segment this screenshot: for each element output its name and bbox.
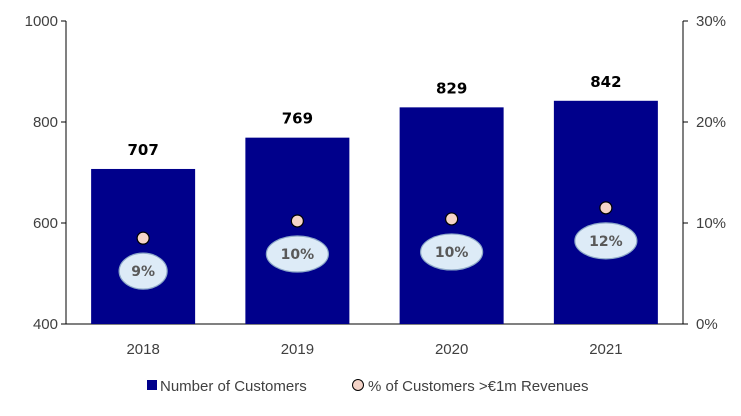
bars: 707 769 829 842 (91, 73, 658, 324)
pct-marker (136, 231, 150, 245)
legend-label-pct: % of Customers >€1m Revenues (368, 378, 589, 395)
bar-value-label: 829 (436, 79, 467, 97)
legend-swatch-pct (352, 379, 364, 391)
pct-value-label: 12% (589, 234, 623, 250)
pct-markers: 9% 10% 10% 12% (118, 201, 638, 290)
pct-value-label: 10% (435, 245, 469, 261)
x-tick-label: 2020 (435, 341, 468, 358)
bar-value-label: 707 (127, 141, 158, 159)
axes: 400 600 800 1000 0% 10% 20% 30% 2018 2019 2020 2021 (25, 13, 726, 358)
pct-marker (290, 214, 304, 228)
legend-swatch-customers (147, 380, 157, 390)
x-tick-label: 2019 (281, 341, 314, 358)
left-tick-label: 600 (33, 215, 58, 232)
pct-marker (445, 212, 459, 226)
pct-label-bubble (118, 252, 168, 290)
right-tick-label: 30% (696, 13, 726, 30)
pct-label-bubble (265, 235, 329, 273)
bar (91, 168, 196, 324)
x-tick-label: 2018 (126, 341, 159, 358)
pct-marker (599, 201, 613, 215)
right-tick-label: 10% (696, 215, 726, 232)
left-tick-label: 1000 (25, 13, 58, 30)
bar (245, 137, 350, 324)
bar-value-label: 769 (282, 110, 313, 128)
x-tick-label: 2021 (589, 341, 622, 358)
right-tick-label: 20% (696, 114, 726, 131)
pct-value-label: 10% (281, 247, 315, 263)
bar-value-label: 842 (590, 73, 621, 91)
pct-label-bubble (574, 222, 638, 260)
left-tick-label: 800 (33, 114, 58, 131)
right-tick-label: 0% (696, 316, 718, 333)
pct-label-bubble (420, 233, 484, 271)
legend-label-customers: Number of Customers (160, 378, 307, 395)
legend: Number of Customers % of Customers >€1m … (147, 378, 589, 395)
pct-value-label: 9% (131, 264, 155, 280)
left-tick-label: 400 (33, 316, 58, 333)
